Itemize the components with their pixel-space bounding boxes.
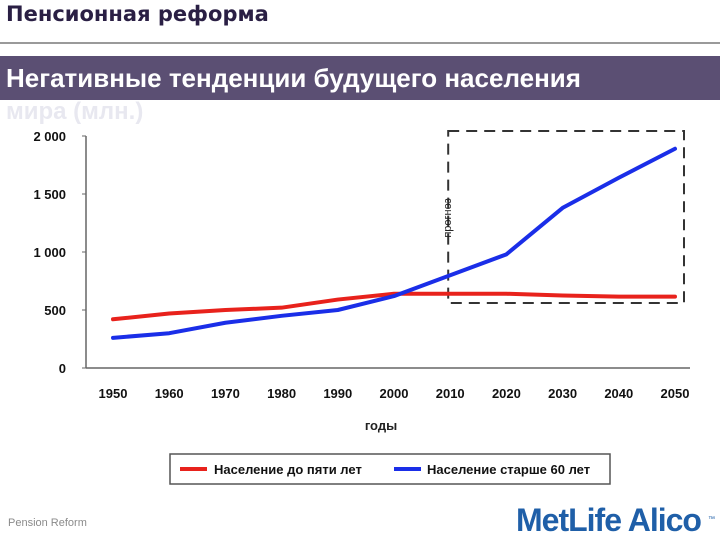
x-tick-label: 2010 — [436, 386, 465, 401]
x-tick-label: 2050 — [661, 386, 690, 401]
y-tick-labels: 0 500 1 000 1 500 2 000 — [33, 129, 66, 376]
x-tick-label: 2040 — [604, 386, 633, 401]
logo-trademark: ™ — [708, 516, 715, 523]
chart-legend: Население до пяти лет Население старше 6… — [169, 453, 611, 485]
series-line-1 — [111, 146, 677, 340]
slide-title: Негативные тенденции будущего населения — [0, 56, 720, 100]
legend-label-under-five: Население до пяти лет — [214, 462, 362, 477]
y-tick-label: 1 000 — [33, 245, 66, 260]
y-tick-label: 1 500 — [33, 187, 66, 202]
x-tick-labels: 1950 1960 1970 1980 1990 2000 2010 2020 2030 2040… — [99, 386, 690, 401]
legend-frame — [169, 453, 611, 485]
metlife-alico-logo: MetLife Alico — [516, 502, 702, 538]
x-tick-label: 2020 — [492, 386, 521, 401]
header-divider — [0, 42, 720, 44]
slide-title-line2: мира (млн.) — [6, 98, 144, 125]
x-tick-label: 1950 — [99, 386, 128, 401]
x-tick-label: 2030 — [548, 386, 577, 401]
forecast-label: прогноз — [442, 198, 454, 237]
y-tick-label: 0 — [59, 361, 66, 376]
x-tick-label: 1960 — [155, 386, 184, 401]
series-line-0 — [111, 291, 677, 322]
chart-axes — [82, 135, 690, 369]
x-tick-label: 1980 — [267, 386, 296, 401]
x-tick-label: 1970 — [211, 386, 240, 401]
footer-text: Pension Reform — [8, 517, 87, 529]
legend-label-over-sixty: Население старше 60 лет — [427, 462, 590, 477]
forecast-box — [447, 130, 686, 304]
x-tick-label: 2000 — [380, 386, 409, 401]
x-tick-label: 1990 — [323, 386, 352, 401]
chart-series-lines — [111, 146, 677, 340]
section-title: Пенсионная реформа — [6, 2, 269, 26]
y-tick-label: 500 — [44, 303, 66, 318]
y-tick-label: 2 000 — [33, 129, 66, 144]
x-axis-label: годы — [365, 418, 397, 433]
